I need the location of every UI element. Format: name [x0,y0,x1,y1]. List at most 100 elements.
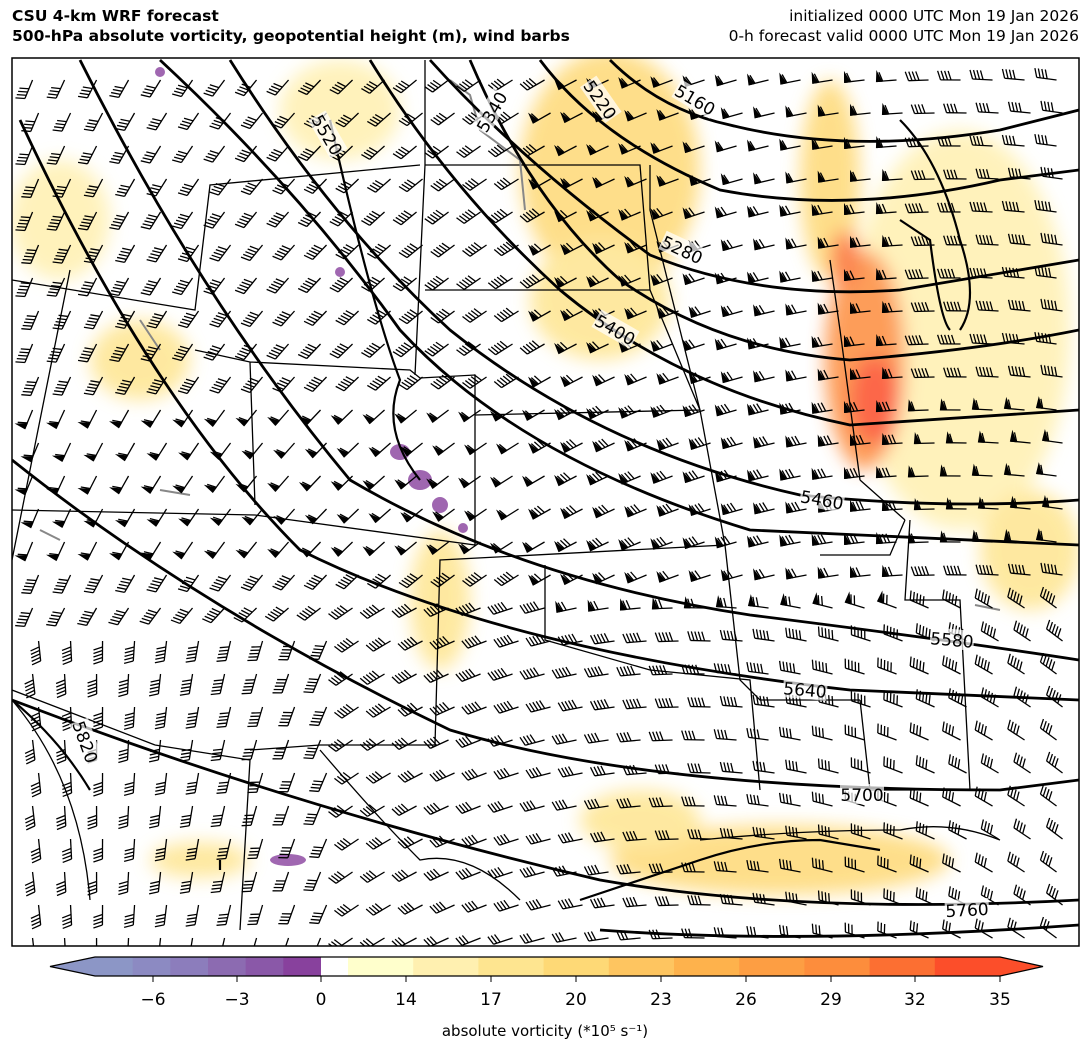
wind-barb [650,207,673,220]
wind-barb [368,508,391,524]
wind-barb [77,607,98,627]
wind-barb [309,838,328,859]
wind-barb [720,173,743,186]
wind-barb [210,739,226,762]
height-contours [12,58,1079,938]
valid-time: 0-h forecast valid 0000 UTC Mon 19 Jan 2… [728,27,1079,45]
wind-barb [303,310,328,326]
wind-barb [936,70,961,81]
wind-barb [624,175,647,188]
wind-barb [811,137,833,150]
wind-barb [115,112,136,131]
colorbar-segment [739,957,805,976]
wind-barb [875,334,897,347]
wind-barb [910,566,935,577]
wind-barb [779,468,801,481]
wind-barb [943,301,967,312]
wind-barb [850,757,871,774]
wind-barb [752,694,775,708]
wind-barb [817,434,839,447]
wind-barb [273,442,296,459]
wind-barb [528,505,551,520]
wind-barb [123,904,136,929]
wind-barb [943,565,967,576]
wind-barb [209,508,232,526]
wind-barb [850,565,871,578]
wind-barb [616,863,641,875]
colorbar-tick-label: −3 [224,990,250,1010]
wind-barb [583,864,609,876]
wind-barb [493,833,519,846]
wind-barb [654,698,679,709]
wind-barb [681,796,705,807]
wind-barb [77,541,98,561]
wind-barb [843,400,865,414]
wind-barb [123,706,136,731]
wind-barb [21,310,40,331]
contour-label: 5760 [944,897,990,922]
wind-barb [586,471,609,486]
wind-barb [400,442,423,457]
wind-barb [46,409,66,430]
wind-barb [266,79,290,96]
wind-barb [654,632,679,643]
wind-barb [46,607,66,627]
wind-barb [391,603,417,618]
wind-barb [969,69,993,81]
wind-barb [747,271,769,284]
colorbar-segment [413,957,479,976]
wind-barb [936,334,961,345]
wind-barb [30,772,42,798]
wind-barb [309,706,328,727]
wind-barb [720,107,743,120]
wind-barb [1007,587,1025,609]
wind-barb [241,673,258,695]
wind-barb [309,640,328,661]
wind-barb [52,112,72,132]
wind-barb [747,469,769,482]
wind-barb [943,367,967,378]
wind-barb [1009,429,1031,444]
wind-barb [77,277,98,297]
wind-barb [177,112,200,131]
wind-barb [1041,428,1063,444]
wind-barb [942,721,961,741]
wind-barb [714,403,737,417]
wind-barb [328,605,353,620]
wind-barb [303,871,322,892]
wind-barb [682,404,705,418]
wind-barb [108,607,130,626]
wind-barb [682,273,705,286]
wind-barb [589,897,615,909]
wind-barb [1040,232,1063,246]
colorbar-outline [49,956,1044,977]
wind-barb [309,904,328,925]
wind-barb [875,466,897,479]
wind-barb [589,831,615,843]
wind-barb [240,112,264,130]
wind-barb [1001,68,1025,81]
wind-barb [115,244,136,263]
wind-barb [361,342,385,358]
wind-barb [592,176,615,189]
wind-barb [654,830,679,841]
wind-barb [15,607,34,628]
wind-barb [618,471,641,485]
wind-barb [359,937,385,946]
wind-barb [490,475,513,488]
wind-barb [304,508,328,525]
wind-barb [875,400,897,413]
wind-barb [583,666,609,678]
wind-barb [883,822,903,840]
wind-barb [811,533,833,546]
colorbar-segment [674,957,740,976]
wind-barb [109,343,130,363]
wind-barb [1035,462,1057,477]
wind-barb [429,636,455,650]
colorbar-label: absolute vorticity (*10⁵ s⁻¹) [441,1022,649,1040]
wind-barb [203,409,226,428]
wind-barb [618,208,641,221]
wind-barb [876,590,897,609]
wind-barb [618,77,641,89]
wind-barb [752,826,775,840]
